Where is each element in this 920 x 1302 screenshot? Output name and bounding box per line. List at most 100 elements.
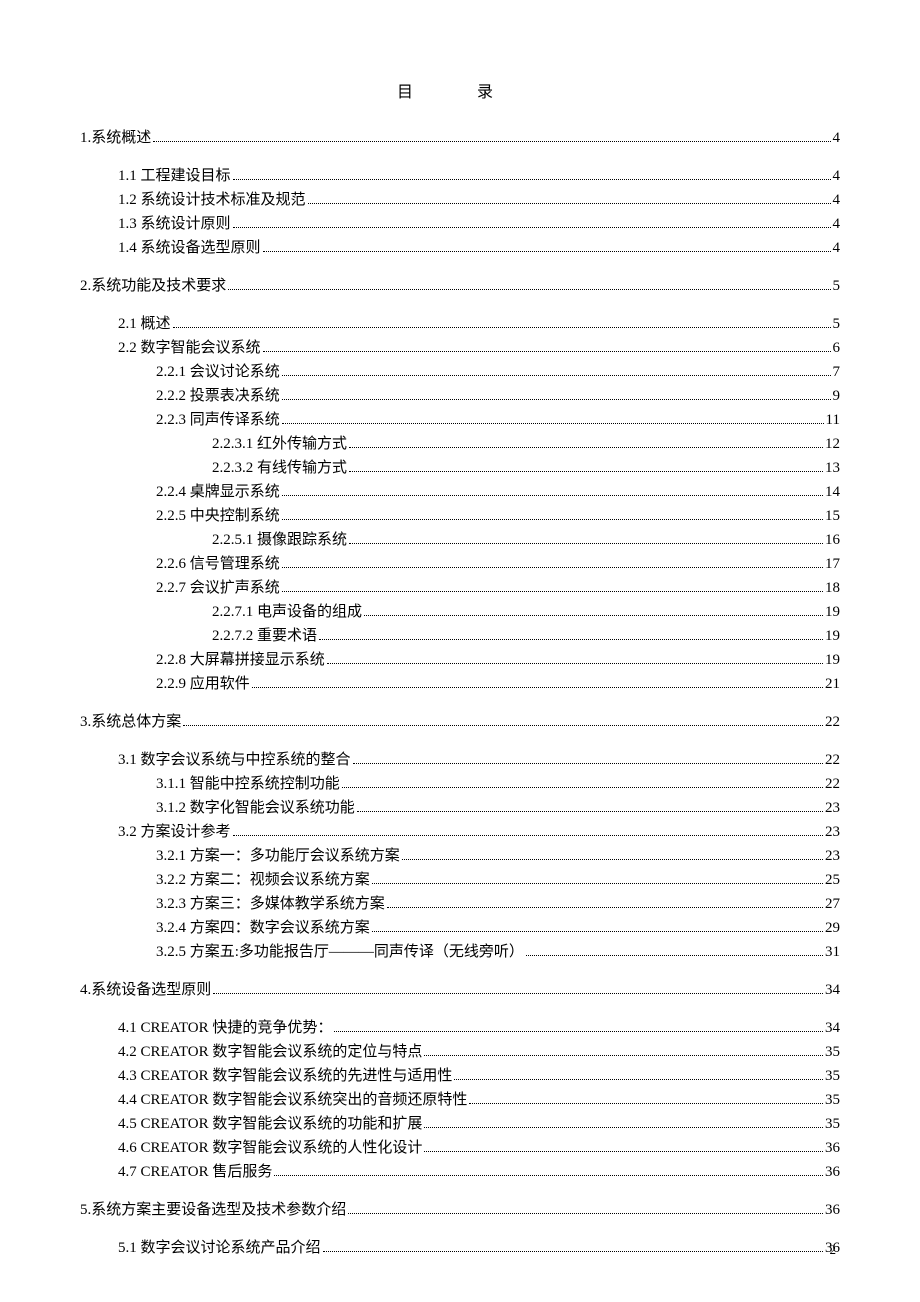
toc-entry[interactable]: 2.2.7.1 电声设备的组成 19 [80,600,840,624]
toc-leader-dots [372,931,823,932]
toc-leader-dots [454,1079,823,1080]
toc-entry-page: 14 [825,480,840,504]
toc-entry[interactable]: 2.2.2 投票表决系统9 [80,384,840,408]
toc-entry-label: 2.2.9 应用软件 [156,672,250,696]
toc-entry[interactable]: 2.2.5 中央控制系统15 [80,504,840,528]
toc-entry-label: 3.1.1 智能中控系统控制功能 [156,772,340,796]
toc-leader-dots [282,519,823,520]
toc-entry[interactable]: 4.系统设备选型原则34 [80,978,840,1002]
toc-entry-page: 19 [825,600,840,624]
toc-entry[interactable]: 2.2.1 会议讨论系统7 [80,360,840,384]
toc-entry[interactable]: 2.2.3.2 有线传输方式13 [80,456,840,480]
toc-entry[interactable]: 4.2 CREATOR 数字智能会议系统的定位与特点35 [80,1040,840,1064]
toc-entry-label: 2.2 数字智能会议系统 [118,336,261,360]
toc-entry-page: 22 [825,772,840,796]
toc-entry[interactable]: 2.2 数字智能会议系统6 [80,336,840,360]
toc-entry-page: 11 [826,408,840,432]
toc-entry-page: 4 [833,236,841,260]
toc-entry[interactable]: 3.2.1 方案一：多功能厅会议系统方案23 [80,844,840,868]
toc-leader-dots [228,289,830,290]
toc-leader-dots [282,495,823,496]
toc-entry-page: 23 [825,796,840,820]
toc-entry[interactable]: 2.2.8 大屏幕拼接显示系统19 [80,648,840,672]
toc-entry[interactable]: 3.2.5 方案五:多功能报告厅———同声传译（无线旁听）31 [80,940,840,964]
toc-leader-dots [252,687,823,688]
toc-entry[interactable]: 2.2.7.2 重要术语 19 [80,624,840,648]
toc-entry-page: 34 [825,1016,840,1040]
toc-entry[interactable]: 1.1 工程建设目标4 [80,164,840,188]
toc-entry-label: 2.2.5.1 摄像跟踪系统 [212,528,347,552]
toc-entry-label: 2.2.5 中央控制系统 [156,504,280,528]
toc-entry[interactable]: 3.2.3 方案三：多媒体教学系统方案27 [80,892,840,916]
toc-entry[interactable]: 3.系统总体方案 22 [80,710,840,734]
toc-entry-label: 2.2.7.1 电声设备的组成 [212,600,362,624]
toc-entry-label: 2.2.2 投票表决系统 [156,384,280,408]
toc-entry-page: 16 [825,528,840,552]
toc-entry[interactable]: 1.系统概述 4 [80,126,840,150]
toc-entry[interactable]: 5.系统方案主要设备选型及技术参数介绍 36 [80,1198,840,1222]
toc-entry-page: 4 [833,126,841,150]
toc-entry[interactable]: 3.1 数字会议系统与中控系统的整合22 [80,748,840,772]
toc-entry-label: 1.系统概述 [80,126,151,150]
toc-entry-label: 2.系统功能及技术要求 [80,274,226,298]
toc-leader-dots [282,591,823,592]
page-number: 2 [830,1242,837,1258]
toc-entry-page: 23 [825,844,840,868]
toc-entry[interactable]: 1.3 系统设计原则4 [80,212,840,236]
toc-entry[interactable]: 4.4 CREATOR 数字智能会议系统突出的音频还原特性35 [80,1088,840,1112]
toc-entry[interactable]: 2.2.3 同声传译系统11 [80,408,840,432]
toc-entry-page: 25 [825,868,840,892]
toc-entry-label: 3.系统总体方案 [80,710,181,734]
toc-leader-dots [349,471,823,472]
toc-leader-dots [387,907,823,908]
toc-leader-dots [357,811,823,812]
toc-entry[interactable]: 2.2.6 信号管理系统17 [80,552,840,576]
toc-entry-page: 34 [825,978,840,1002]
toc-entry[interactable]: 1.4 系统设备选型原则4 [80,236,840,260]
toc-entry-page: 18 [825,576,840,600]
toc-entry[interactable]: 3.1.1 智能中控系统控制功能 22 [80,772,840,796]
toc-leader-dots [364,615,823,616]
toc-entry[interactable]: 2.系统功能及技术要求5 [80,274,840,298]
toc-entry-label: 4.4 CREATOR 数字智能会议系统突出的音频还原特性 [118,1088,467,1112]
toc-entry-page: 36 [825,1198,840,1222]
toc-entry-label: 5.系统方案主要设备选型及技术参数介绍 [80,1198,346,1222]
toc-entry-label: 4.2 CREATOR 数字智能会议系统的定位与特点 [118,1040,422,1064]
toc-entry-page: 31 [825,940,840,964]
toc-entry-page: 29 [825,916,840,940]
toc-leader-dots [372,883,823,884]
toc-entry-label: 2.2.4 桌牌显示系统 [156,480,280,504]
toc-entry[interactable]: 1.2 系统设计技术标准及规范4 [80,188,840,212]
toc-entry[interactable]: 4.3 CREATOR 数字智能会议系统的先进性与适用性35 [80,1064,840,1088]
toc-entry[interactable]: 2.2.3.1 红外传输方式12 [80,432,840,456]
toc-entry-label: 4.3 CREATOR 数字智能会议系统的先进性与适用性 [118,1064,452,1088]
toc-entry-label: 2.2.7.2 重要术语 [212,624,317,648]
toc-leader-dots [263,251,831,252]
toc-entry[interactable]: 3.2 方案设计参考23 [80,820,840,844]
toc-entry-label: 3.2.3 方案三：多媒体教学系统方案 [156,892,385,916]
toc-entry-page: 19 [825,624,840,648]
toc-entry-page: 35 [825,1112,840,1136]
toc-entry-page: 22 [825,710,840,734]
toc-title: 目 录 [80,78,840,102]
toc-entry[interactable]: 2.2.7 会议扩声系统 18 [80,576,840,600]
toc-entry[interactable]: 2.1 概述5 [80,312,840,336]
toc-entry[interactable]: 3.2.4 方案四：数字会议系统方案29 [80,916,840,940]
toc-entry-label: 2.2.7 会议扩声系统 [156,576,280,600]
toc-entry-label: 3.1 数字会议系统与中控系统的整合 [118,748,351,772]
toc-entry-label: 2.2.3.2 有线传输方式 [212,456,347,480]
toc-entry[interactable]: 5.1 数字会议讨论系统产品介绍36 [80,1236,840,1260]
toc-entry[interactable]: 2.2.9 应用软件21 [80,672,840,696]
toc-entry-page: 4 [833,212,841,236]
toc-leader-dots [424,1055,823,1056]
toc-leader-dots [469,1103,823,1104]
toc-entry[interactable]: 4.1 CREATOR 快捷的竞争优势：34 [80,1016,840,1040]
toc-entry[interactable]: 4.7 CREATOR 售后服务36 [80,1160,840,1184]
toc-entry[interactable]: 3.2.2 方案二：视频会议系统方案25 [80,868,840,892]
toc-entry[interactable]: 3.1.2 数字化智能会议系统功能23 [80,796,840,820]
toc-entry[interactable]: 4.5 CREATOR 数字智能会议系统的功能和扩展35 [80,1112,840,1136]
toc-entry[interactable]: 2.2.5.1 摄像跟踪系统 16 [80,528,840,552]
toc-entry[interactable]: 4.6 CREATOR 数字智能会议系统的人性化设计36 [80,1136,840,1160]
toc-entry[interactable]: 2.2.4 桌牌显示系统 14 [80,480,840,504]
toc-entry-page: 5 [833,312,841,336]
